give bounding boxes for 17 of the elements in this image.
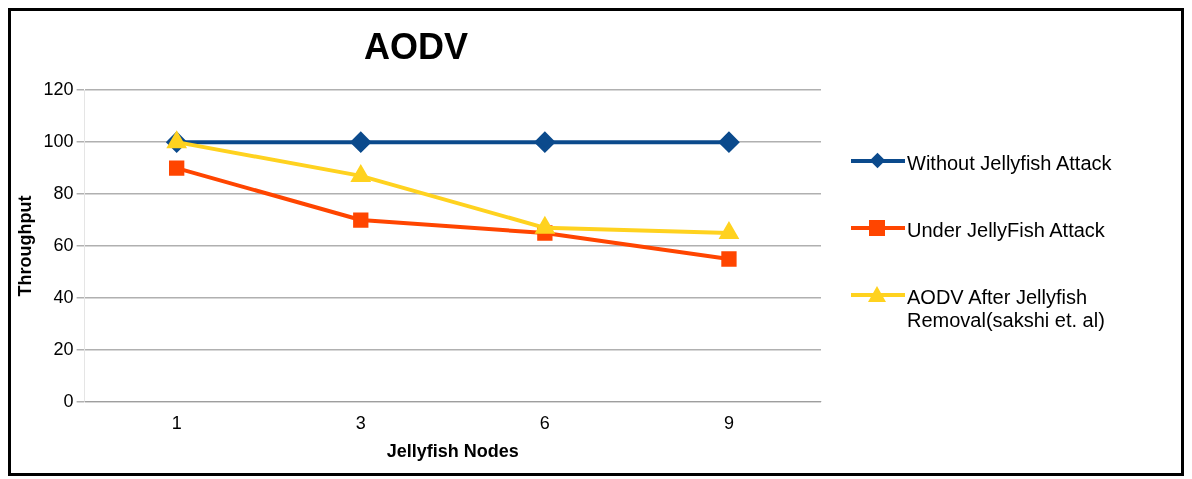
x-tick-label: 6: [539, 412, 550, 433]
legend-label: Under JellyFish Attack: [907, 219, 1105, 242]
x-axis-title: Jellyfish Nodes: [386, 441, 519, 462]
y-tick-label: 40: [53, 286, 74, 307]
y-tick-label: 100: [43, 131, 74, 152]
x-tick-label: 1: [171, 412, 182, 433]
y-tick-label: 80: [53, 183, 74, 204]
y-tick-label: 120: [43, 79, 74, 100]
y-tick-label: 20: [53, 338, 74, 359]
x-tick-label: 3: [355, 412, 366, 433]
y-tick-label: 60: [53, 234, 74, 255]
legend-label: Without Jellyfish Attack: [907, 152, 1112, 175]
legend-label: AODV After Jellyfish Removal(sakshi et. al): [907, 286, 1106, 332]
chart-title: AODV: [363, 25, 469, 67]
y-tick-label: 0: [63, 390, 74, 411]
y-axis-title: Throughput: [14, 195, 35, 297]
x-tick-label: 9: [723, 412, 734, 433]
